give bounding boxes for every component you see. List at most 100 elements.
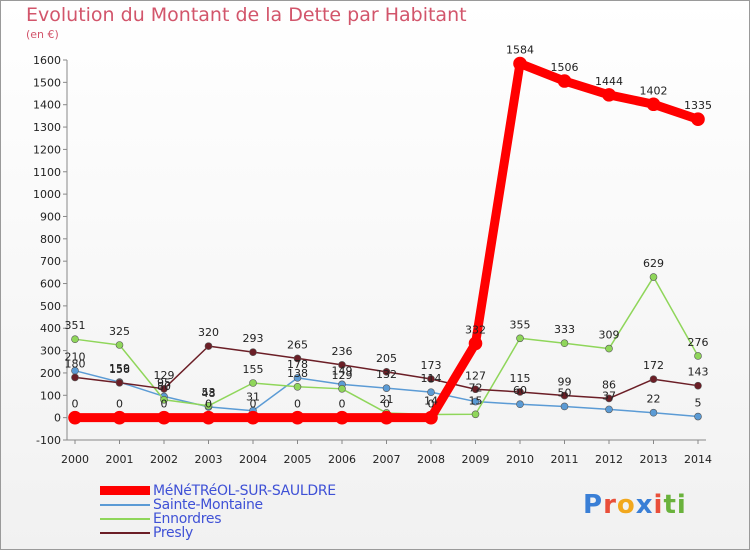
data-point-1 (382, 384, 391, 392)
data-label-3: 115 (510, 372, 531, 385)
data-point-2 (649, 273, 658, 281)
data-label-2: 53 (202, 386, 216, 399)
x-tick-label: 2008 (417, 453, 445, 466)
y-tick-label: 1600 (33, 54, 61, 67)
data-point-2 (605, 344, 613, 353)
y-tick-label: 1400 (33, 99, 61, 112)
data-point-3 (427, 375, 435, 383)
data-label-0: 0 (116, 398, 123, 411)
data-point-1 (605, 405, 613, 414)
data-point-2 (471, 410, 480, 419)
data-label-1: 149 (332, 364, 353, 377)
data-point-2 (293, 382, 302, 391)
y-tick-label: 1100 (33, 166, 61, 179)
data-point-0 (646, 97, 661, 112)
legend-swatch-1 (100, 504, 150, 506)
data-label-3: 265 (287, 338, 308, 351)
data-label-3: 129 (154, 369, 175, 382)
data-point-3 (71, 373, 79, 382)
data-label-1: 159 (109, 362, 130, 375)
data-point-0 (68, 410, 82, 425)
data-point-0 (112, 410, 127, 425)
data-label-2: 351 (65, 319, 86, 332)
data-point-3 (293, 354, 302, 363)
data-point-3 (338, 361, 346, 369)
x-tick-label: 2005 (284, 453, 312, 466)
data-label-3: 143 (688, 366, 709, 379)
data-label-0: 1335 (684, 99, 712, 112)
data-label-3: 172 (643, 359, 664, 372)
data-point-1 (471, 397, 480, 406)
y-tick-label: 100 (40, 389, 61, 402)
data-point-2 (71, 335, 79, 343)
data-label-1: 31 (246, 391, 260, 404)
legend-label-1: Sainte-Montaine (153, 497, 263, 513)
legend-swatch-2 (100, 518, 150, 520)
data-label-1: 114 (421, 372, 442, 385)
y-tick-label: 1300 (33, 121, 61, 134)
chart-title: Evolution du Montant de la Dette par Hab… (26, 4, 467, 26)
data-label-2: 629 (643, 257, 664, 270)
data-point-0 (691, 112, 705, 127)
data-point-1 (649, 408, 658, 417)
data-label-3: 99 (558, 376, 572, 389)
data-point-2 (694, 352, 702, 360)
legend-label-0: MéNéTRéOL-SUR-SAULDRE (153, 483, 336, 499)
y-tick-label: -100 (36, 434, 61, 447)
data-label-1: 22 (647, 393, 661, 406)
x-tick-label: 2012 (595, 453, 623, 466)
data-label-2: 333 (554, 323, 575, 336)
data-label-1: 132 (376, 368, 397, 381)
data-point-0 (157, 410, 171, 425)
data-label-0: 0 (339, 398, 346, 411)
x-tick-label: 2014 (684, 453, 712, 466)
y-tick-label: 200 (40, 367, 61, 380)
data-point-2 (115, 341, 124, 349)
data-label-2: 138 (287, 367, 308, 380)
data-label-2: 21 (380, 393, 394, 406)
data-point-3 (382, 368, 391, 376)
data-point-2 (338, 385, 346, 393)
data-point-2 (560, 339, 569, 348)
data-point-3 (160, 385, 168, 393)
data-point-2 (249, 379, 257, 387)
y-tick-label: 700 (40, 255, 61, 268)
legend-label-2: Ennordres (153, 511, 222, 527)
y-tick-label: 1200 (33, 143, 61, 156)
data-point-2 (516, 334, 524, 343)
x-tick-label: 2009 (462, 453, 490, 466)
data-label-1: 5 (695, 397, 702, 410)
y-tick-label: 800 (40, 233, 61, 246)
x-tick-label: 2007 (373, 453, 401, 466)
data-point-0 (468, 336, 483, 351)
data-label-1: 210 (65, 351, 86, 364)
data-label-1: 60 (513, 384, 527, 397)
x-tick-label: 2003 (195, 453, 223, 466)
x-tick-label: 2006 (328, 453, 356, 466)
data-label-0: 0 (205, 398, 212, 411)
data-label-1: 50 (558, 386, 572, 399)
data-label-0: 0 (161, 398, 168, 411)
data-label-3: 236 (332, 345, 353, 358)
y-tick-label: 600 (40, 278, 61, 291)
data-point-1 (694, 412, 702, 421)
data-label-3: 205 (376, 352, 397, 365)
data-point-3 (115, 378, 124, 387)
x-tick-label: 2001 (106, 453, 134, 466)
data-label-1: 37 (602, 389, 616, 402)
data-label-2: 80 (157, 380, 171, 393)
data-label-2: 155 (243, 363, 264, 376)
data-point-0 (335, 410, 349, 425)
data-point-0 (602, 88, 616, 102)
y-tick-label: 1500 (33, 76, 61, 89)
data-label-3: 156 (109, 363, 130, 376)
x-tick-label: 2002 (150, 453, 178, 466)
data-point-3 (649, 375, 658, 384)
data-label-0: 0 (428, 398, 435, 411)
data-label-2: 355 (510, 318, 531, 331)
x-tick-label: 2000 (61, 453, 89, 466)
data-label-1: 72 (469, 382, 483, 395)
data-point-1 (560, 402, 569, 411)
legend-swatch-0 (100, 486, 150, 495)
